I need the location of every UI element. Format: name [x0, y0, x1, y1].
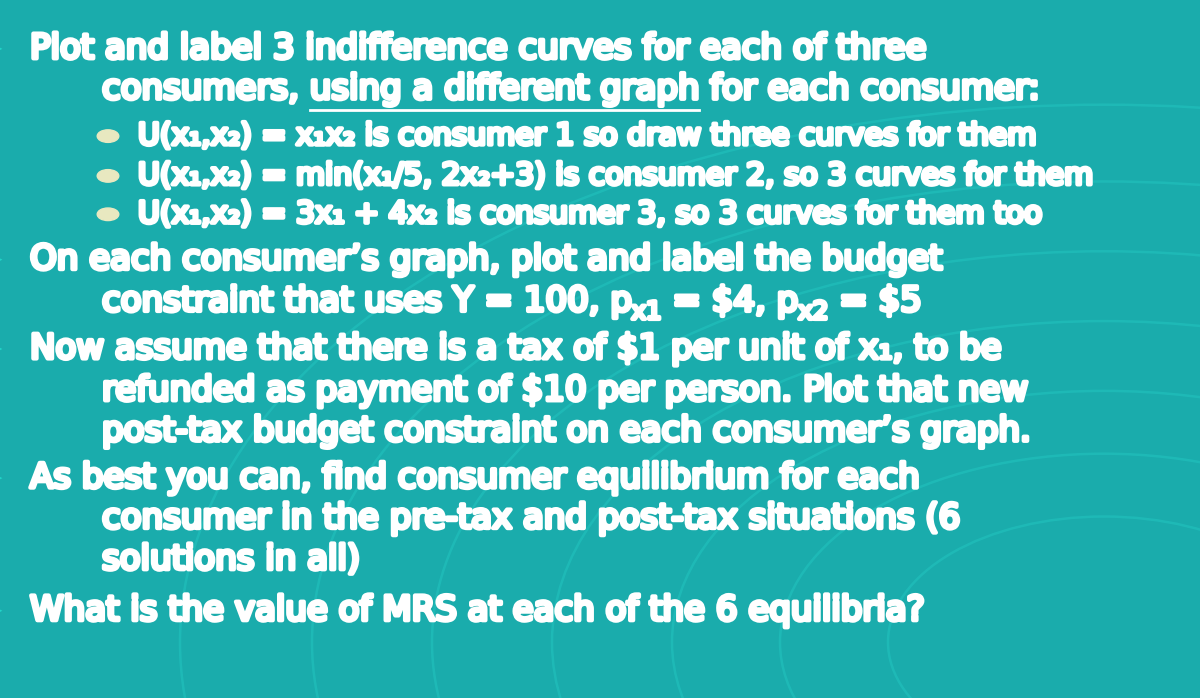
Text: = $5: = $5: [828, 285, 922, 318]
Text: = $4, p: = $4, p: [661, 285, 798, 318]
Polygon shape: [0, 595, 2, 626]
Text: U(x₁,x₂) = min(x₁/5, 2x₂+3) is consumer 2, so 3 curves for them: U(x₁,x₂) = min(x₁/5, 2x₂+3) is consumer …: [138, 161, 1093, 191]
Circle shape: [97, 170, 119, 182]
Text: Plot and label 3 indifference curves for each of three: Plot and label 3 indifference curves for…: [30, 32, 925, 66]
Text: consumers,: consumers,: [102, 73, 310, 106]
Text: What is the value of MRS at each of the 6 equilibria?: What is the value of MRS at each of the …: [30, 594, 923, 628]
Text: U(x₁,x₂) = 3x₁ + 4x₂ is consumer 3, so 3 curves for them too: U(x₁,x₂) = 3x₁ + 4x₂ is consumer 3, so 3…: [138, 200, 1042, 229]
Circle shape: [97, 208, 119, 221]
Polygon shape: [0, 34, 2, 64]
Text: x1: x1: [631, 300, 661, 324]
Polygon shape: [0, 334, 2, 364]
Text: for each consumer:: for each consumer:: [700, 73, 1039, 106]
Text: using a different graph: using a different graph: [310, 73, 700, 106]
Text: solutions in all): solutions in all): [102, 543, 360, 577]
Text: post-tax budget constraint on each consumer’s graph.: post-tax budget constraint on each consu…: [102, 415, 1030, 448]
Text: x2: x2: [798, 300, 828, 324]
Text: As best you can, find consumer equilibrium for each: As best you can, find consumer equilibri…: [30, 461, 919, 495]
Text: U(x₁,x₂) = x₁x₂ is consumer 1 so draw three curves for them: U(x₁,x₂) = x₁x₂ is consumer 1 so draw th…: [138, 121, 1037, 151]
Text: refunded as payment of $10 per person. Plot that new: refunded as payment of $10 per person. P…: [102, 374, 1027, 408]
Circle shape: [97, 130, 119, 142]
Text: consumer in the pre-tax and post-tax situations (6: consumer in the pre-tax and post-tax sit…: [102, 502, 960, 535]
Polygon shape: [0, 463, 2, 493]
Polygon shape: [0, 244, 2, 275]
Text: Now assume that there is a tax of $1 per unit of x₁, to be: Now assume that there is a tax of $1 per…: [30, 332, 1001, 366]
Text: On each consumer’s graph, plot and label the budget: On each consumer’s graph, plot and label…: [30, 243, 941, 276]
Text: constraint that uses Y = 100, p: constraint that uses Y = 100, p: [102, 285, 631, 318]
